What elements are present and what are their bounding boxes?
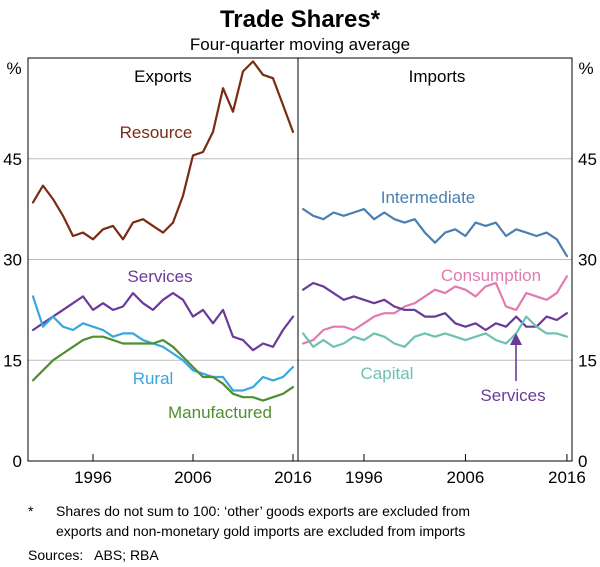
series-line-capital xyxy=(302,315,569,348)
footnote-line-1: Shares do not sum to 100: ‘other’ goods … xyxy=(56,503,470,519)
x-tick-label: 2006 xyxy=(447,468,485,487)
y-tick-label-left: 15 xyxy=(3,351,22,370)
series-line-intermediate xyxy=(302,208,569,258)
x-tick-label: 1996 xyxy=(74,468,112,487)
y-axis-unit-left: % xyxy=(6,59,21,78)
y-tick-label-right: 15 xyxy=(578,351,597,370)
footnote-line-2: exports and non-monetary gold imports ar… xyxy=(56,523,465,539)
x-tick-label: 2016 xyxy=(274,468,312,487)
panel-title-exports: Exports xyxy=(134,67,192,86)
services-pointer-arrowhead xyxy=(510,333,522,345)
series-label-services: Services xyxy=(480,386,545,405)
series-label-intermediate: Intermediate xyxy=(381,188,476,207)
y-tick-label-left: 30 xyxy=(3,251,22,270)
sources-note: Sources: ABS; RBA xyxy=(28,547,159,563)
series-label-resource: Resource xyxy=(120,123,193,142)
x-tick-label: 2006 xyxy=(174,468,212,487)
series-line-consumption xyxy=(302,275,569,345)
y-tick-label-left: 0 xyxy=(13,452,22,471)
series-lines xyxy=(31,60,569,402)
series-line-rural xyxy=(31,295,295,392)
y-axis-unit-right: % xyxy=(578,59,593,78)
chart-title: Trade Shares* xyxy=(220,6,381,33)
y-tick-label-right: 45 xyxy=(578,150,597,169)
x-tick-label: 2016 xyxy=(548,468,586,487)
series-label-services: Services xyxy=(127,267,192,286)
series-label-manufactured: Manufactured xyxy=(168,403,272,422)
y-tick-label-left: 45 xyxy=(3,150,22,169)
plot-frame xyxy=(27,57,573,462)
series-line-manufactured xyxy=(31,335,295,402)
y-tick-label-right: 0 xyxy=(578,452,587,471)
y-tick-label-right: 30 xyxy=(578,251,597,270)
series-line-resource xyxy=(31,60,295,241)
gridlines xyxy=(28,158,572,361)
series-line-services xyxy=(31,292,295,352)
series-label-rural: Rural xyxy=(133,369,174,388)
series-label-capital: Capital xyxy=(361,364,414,383)
x-tick-label: 1996 xyxy=(345,468,383,487)
panel-title-imports: Imports xyxy=(409,67,466,86)
series-label-consumption: Consumption xyxy=(441,266,541,285)
chart-subtitle: Four-quarter moving average xyxy=(190,35,410,54)
series-labels: Resource Services Rural Manufactured Interme… xyxy=(120,123,546,422)
footnote-marker: * xyxy=(28,503,34,519)
